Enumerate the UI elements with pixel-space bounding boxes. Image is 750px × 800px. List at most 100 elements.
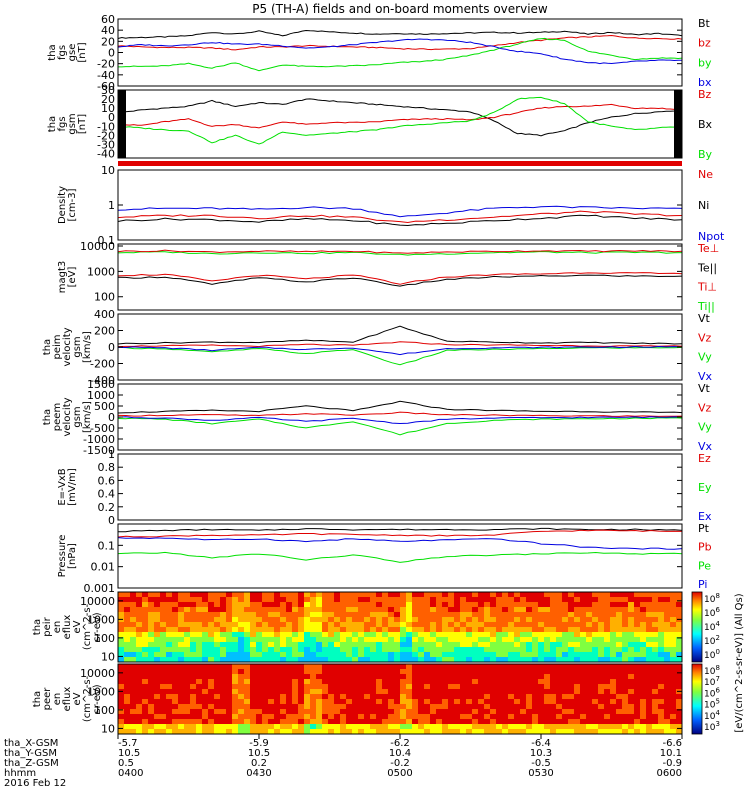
spectrogram-cell — [658, 602, 665, 608]
spectrogram-cell — [322, 684, 329, 690]
spectrogram-cell — [424, 679, 431, 685]
spectrogram-cell — [268, 669, 275, 675]
spectrogram-cell — [502, 699, 509, 705]
spectrogram-cell — [136, 709, 143, 715]
spectrogram-cell — [658, 729, 665, 735]
spectrogram-cell — [454, 704, 461, 710]
spectrogram-cell — [298, 669, 305, 675]
spectrogram-cell — [442, 684, 449, 690]
spectrogram-cell — [262, 669, 269, 675]
spectrogram-cell — [478, 647, 485, 653]
spectrogram-cell — [502, 637, 509, 643]
spectrogram-cell — [292, 684, 299, 690]
spectrogram-cell — [676, 622, 683, 628]
spectrogram-cell — [526, 592, 533, 598]
spectrogram-cell — [238, 642, 245, 648]
spectrogram-cell — [412, 684, 419, 690]
spectrogram-cell — [592, 642, 599, 648]
spectrogram-cell — [556, 627, 563, 633]
spectrogram-cell — [664, 627, 671, 633]
spectrogram-cell — [520, 669, 527, 675]
spectrogram-cell — [670, 592, 677, 598]
spectrogram-cell — [652, 729, 659, 735]
spectrogram-cell — [322, 724, 329, 730]
spectrogram-cell — [382, 694, 389, 700]
spectrogram-cell — [616, 652, 623, 658]
spectrogram-cell — [418, 647, 425, 653]
spectrogram-cell — [322, 652, 329, 658]
spectrogram-cell — [562, 637, 569, 643]
spectrogram-cell — [286, 602, 293, 608]
spectrogram-cell — [448, 729, 455, 735]
spectrogram-cell — [364, 694, 371, 700]
spectrogram-cell — [640, 729, 647, 735]
spectrogram-cell — [652, 684, 659, 690]
spectrogram-cell — [472, 642, 479, 648]
panel-frame — [117, 169, 683, 241]
spectrogram-cell — [280, 689, 287, 695]
spectrogram-cell — [328, 704, 335, 710]
spectrogram-cell — [658, 622, 665, 628]
spectrogram-cell — [508, 724, 515, 730]
spectrogram-cell — [634, 657, 641, 663]
spectrogram-cell — [124, 602, 131, 608]
spectrogram-cell — [376, 612, 383, 618]
spectrogram-cell — [202, 674, 209, 680]
spectrogram-cell — [376, 709, 383, 715]
spectrogram-cell — [436, 704, 443, 710]
spectrogram-cell — [532, 647, 539, 653]
spectrogram-cell — [148, 647, 155, 653]
spectrogram-cell — [274, 602, 281, 608]
spectrogram-cell — [568, 627, 575, 633]
spectrogram-cell — [310, 652, 317, 658]
spectrogram-cell — [502, 679, 509, 685]
spectrogram-cell — [646, 719, 653, 725]
y-tick-label: 20 — [101, 93, 115, 106]
spectrogram-cell — [580, 622, 587, 628]
spectrogram-cell — [436, 714, 443, 720]
spectrogram-cell — [598, 642, 605, 648]
spectrogram-cell — [298, 674, 305, 680]
spectrogram-cell — [634, 704, 641, 710]
spectrogram-cell — [580, 607, 587, 613]
spectrogram-cell — [472, 714, 479, 720]
spectrogram-cell — [556, 714, 563, 720]
series-pressure-pt — [117, 527, 683, 533]
spectrogram-cell — [214, 607, 221, 613]
spectrogram-cell — [640, 669, 647, 675]
spectrogram-cell — [670, 679, 677, 685]
spectrogram-cell — [646, 607, 653, 613]
spectrogram-cell — [610, 637, 617, 643]
spectrogram-cell — [568, 617, 575, 623]
spectrogram-cell — [442, 602, 449, 608]
spectrogram-cell — [178, 729, 185, 735]
spectrogram-cell — [664, 592, 671, 598]
spectrogram-cell — [208, 657, 215, 663]
spectrogram-cell — [154, 627, 161, 633]
spectrogram-cell — [328, 709, 335, 715]
spectrogram-cell — [274, 632, 281, 638]
spectrogram-cell — [328, 699, 335, 705]
spectrogram-cell — [268, 664, 275, 670]
spectrogram-cell — [604, 709, 611, 715]
y-axis-label: tha — [32, 619, 43, 635]
spectrogram-cell — [268, 607, 275, 613]
spectrogram-cell — [184, 674, 191, 680]
spectrogram-cell — [520, 652, 527, 658]
spectrogram-cell — [562, 617, 569, 623]
spectrogram-cell — [562, 674, 569, 680]
spectrogram-cell — [586, 694, 593, 700]
spectrogram-cell — [220, 704, 227, 710]
spectrogram-cell — [208, 597, 215, 603]
spectrogram-cell — [154, 669, 161, 675]
spectrogram-cell — [454, 719, 461, 725]
spectrogram-cell — [460, 647, 467, 653]
spectrogram-cell — [412, 724, 419, 730]
spectrogram-cell — [406, 622, 413, 628]
spectrogram-cell — [598, 607, 605, 613]
spectrogram-cell — [598, 679, 605, 685]
spectrogram-cell — [256, 627, 263, 633]
spectrogram-cell — [340, 632, 347, 638]
panel-frame — [117, 453, 683, 521]
spectrogram-cell — [262, 719, 269, 725]
